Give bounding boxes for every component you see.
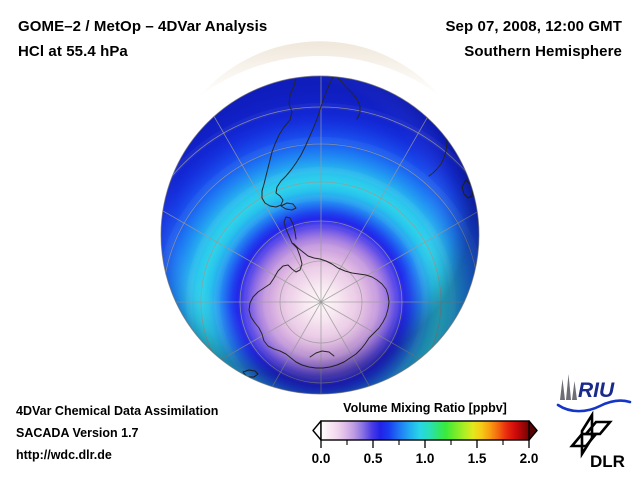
riu-logo: RIU: [556, 374, 632, 413]
colorbar-title: Volume Mixing Ratio [ppbv]: [343, 401, 507, 415]
header-left: GOME–2 / MetOp – 4DVar Analysis HCl at 5…: [18, 14, 267, 64]
colorbar-tick-1: 0.5: [364, 451, 383, 466]
colorbar-tick-4: 2.0: [520, 451, 539, 466]
colorbar-under-arrow: [312, 420, 322, 441]
riu-wordmark: RIU: [578, 379, 615, 402]
timestamp: Sep 07, 2008, 12:00 GMT: [445, 18, 622, 35]
footer-url[interactable]: http://wdc.dlr.de: [16, 448, 112, 462]
globe-top-rim: [200, 41, 440, 96]
logos-svg: RIU DLR: [556, 374, 632, 471]
dlr-mark-icon: [569, 410, 613, 459]
colorbar-ticks: [320, 440, 530, 448]
coastline-new-zealand: [402, 380, 414, 394]
colorbar: Volume Mixing Ratio [ppbv]: [305, 400, 545, 471]
footer-text: 4DVar Chemical Data Assimilation SACADA …: [16, 400, 218, 466]
page-title: GOME–2 / MetOp – 4DVar Analysis: [18, 18, 268, 35]
colorbar-tick-labels: 0.0 0.5 1.0 1.5 2.0: [312, 451, 539, 466]
region-label: Southern Hemisphere: [464, 43, 622, 60]
footer-line-1: 4DVar Chemical Data Assimilation: [16, 404, 219, 418]
dlr-logo: DLR: [569, 410, 625, 471]
colorbar-tick-3: 1.5: [468, 451, 487, 466]
riu-swoosh-icon: [556, 399, 632, 413]
page-subtitle: HCl at 55.4 hPa: [18, 43, 128, 60]
riu-towers-icon: [560, 374, 577, 400]
colorbar-tick-0: 0.0: [312, 451, 331, 466]
colorbar-gradient: [320, 420, 530, 441]
limb-shading: [161, 76, 479, 394]
logo-group: RIU DLR: [552, 372, 638, 472]
colorbar-tick-2: 1.0: [416, 451, 435, 466]
footer-line-2: SACADA Version 1.7: [16, 426, 139, 440]
colorbar-svg: 0.0 0.5 1.0 1.5 2.0: [312, 420, 539, 466]
dlr-wordmark: DLR: [590, 452, 625, 471]
globe-outline: [160, 75, 480, 395]
colorbar-minor-ticks: [346, 440, 504, 445]
header-right: Sep 07, 2008, 12:00 GMT Southern Hemisph…: [445, 14, 622, 64]
coastline-australia: [446, 349, 478, 374]
colorbar-over-arrow: [528, 420, 538, 441]
